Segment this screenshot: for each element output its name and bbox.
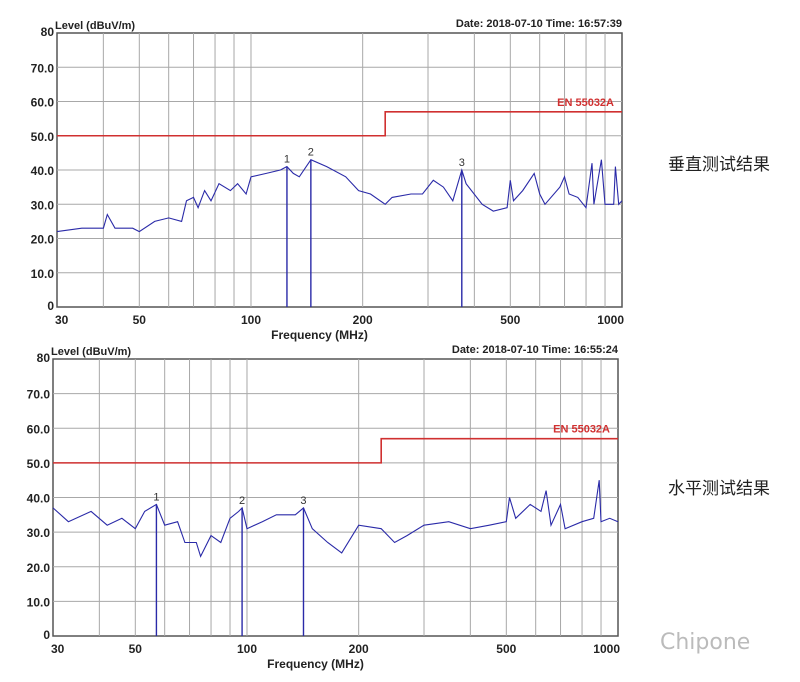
marker-label: 1 xyxy=(153,491,159,503)
chart-2: 0 10.0 20.0 30.0 40.0 50.0 60.0 70.0 80 30 50 100 20… xyxy=(27,344,621,671)
y-tick-label: 70.0 xyxy=(27,388,51,402)
y-tick-label: 20.0 xyxy=(31,233,55,247)
x-tick-label: 200 xyxy=(349,642,369,656)
x-tick-label: 100 xyxy=(241,313,261,327)
x-tick-label: 50 xyxy=(133,313,147,327)
x-axis-label: Frequency (MHz) xyxy=(271,328,368,342)
y-tick-label: 50.0 xyxy=(27,457,51,471)
y-axis-label: Level (dBuV/m) xyxy=(55,20,135,32)
marker-label: 3 xyxy=(459,157,465,169)
marker-label: 2 xyxy=(308,147,314,159)
y-tick-label: 40.0 xyxy=(27,492,51,506)
watermark-logo: Chipone xyxy=(660,630,751,655)
y-tick-label: 0 xyxy=(43,628,50,642)
x-tick-label: 500 xyxy=(496,642,516,656)
x-tick-label: 1000 xyxy=(597,313,624,327)
y-tick-label: 10.0 xyxy=(31,267,55,281)
y-tick-label: 80 xyxy=(37,351,51,365)
x-tick-label: 50 xyxy=(129,642,143,656)
marker-label: 3 xyxy=(300,495,306,507)
x-tick-label: 30 xyxy=(51,642,65,656)
measurement-trace xyxy=(56,159,623,233)
x-tick-label: 200 xyxy=(353,313,373,327)
horizontal-test-result-label: 水平测试结果 xyxy=(668,479,770,499)
y-tick-label: 20.0 xyxy=(27,561,51,575)
x-tick-label: 100 xyxy=(237,642,257,656)
chart-1: 0 10.0 20.0 30.0 40.0 50.0 60.0 70.0 80 30 50 100 20… xyxy=(31,18,625,342)
limit-line-label: EN 55032A xyxy=(553,424,610,436)
x-axis-label: Frequency (MHz) xyxy=(267,657,364,671)
chart-header-datetime: Date: 2018-07-10 Time: 16:57:39 xyxy=(456,18,622,30)
limit-line xyxy=(57,110,622,137)
y-tick-label: 60.0 xyxy=(31,96,55,110)
y-tick-label: 70.0 xyxy=(31,61,55,75)
y-tick-label: 0 xyxy=(47,299,54,313)
x-tick-label: 30 xyxy=(55,313,69,327)
x-tick-label: 500 xyxy=(500,313,520,327)
marker-label: 1 xyxy=(284,154,290,166)
y-tick-label: 40.0 xyxy=(31,164,55,178)
y-tick-label: 50.0 xyxy=(31,130,55,144)
y-tick-label: 30.0 xyxy=(27,526,51,540)
y-tick-label: 30.0 xyxy=(31,198,55,212)
limit-line-label: EN 55032A xyxy=(557,97,614,109)
x-tick-label: 1000 xyxy=(593,642,620,656)
y-tick-label: 10.0 xyxy=(27,595,51,609)
chart-header-datetime: Date: 2018-07-10 Time: 16:55:24 xyxy=(452,344,619,356)
y-tick-label: 80 xyxy=(41,25,55,39)
y-axis-label: Level (dBuV/m) xyxy=(51,346,131,358)
y-tick-label: 60.0 xyxy=(27,422,51,436)
limit-line xyxy=(53,437,618,464)
measurement-trace xyxy=(52,480,619,558)
vertical-test-result-label: 垂直测试结果 xyxy=(668,155,770,175)
marker-label: 2 xyxy=(239,495,245,507)
